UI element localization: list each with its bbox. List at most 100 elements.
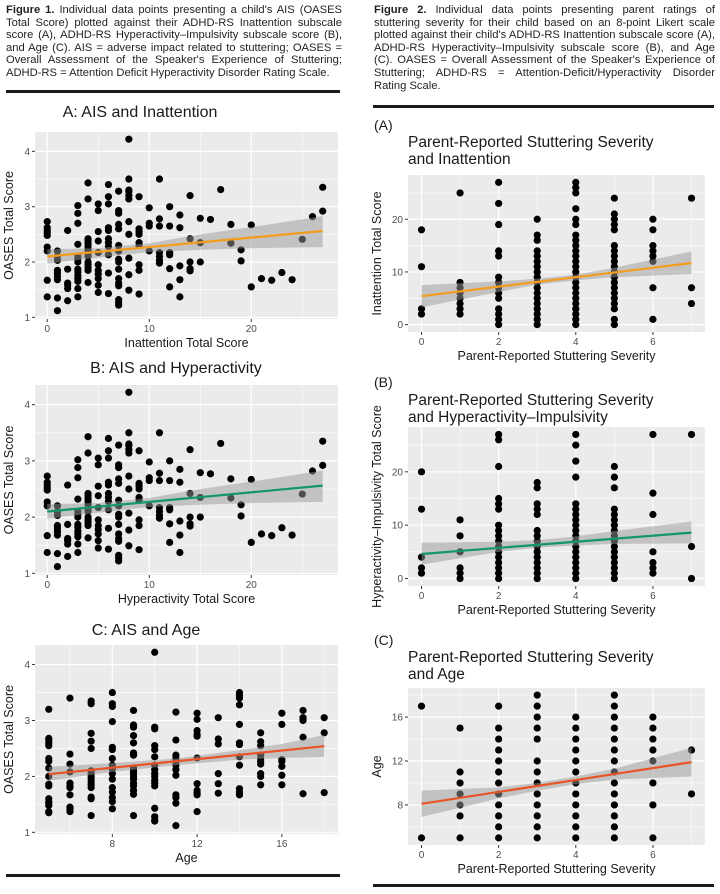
data-point bbox=[237, 257, 245, 265]
data-point bbox=[108, 745, 116, 754]
data-point bbox=[572, 184, 580, 192]
data-point bbox=[533, 526, 541, 535]
data-point bbox=[155, 175, 164, 183]
data-point bbox=[84, 179, 92, 187]
y-tick-label: 0 bbox=[397, 320, 403, 331]
data-point bbox=[572, 252, 580, 260]
data-point bbox=[495, 823, 503, 831]
data-point bbox=[166, 222, 174, 230]
data-point bbox=[610, 812, 618, 820]
data-point bbox=[533, 724, 541, 732]
data-point bbox=[320, 789, 328, 797]
data-point bbox=[104, 200, 113, 208]
data-point bbox=[206, 470, 215, 478]
data-point bbox=[104, 454, 113, 462]
data-point bbox=[74, 293, 82, 301]
data-point bbox=[456, 189, 464, 197]
data-point bbox=[64, 552, 72, 561]
data-point bbox=[610, 505, 618, 513]
data-point bbox=[176, 517, 184, 525]
plot-panel bbox=[408, 175, 705, 332]
data-point bbox=[495, 199, 503, 208]
data-point bbox=[533, 294, 541, 302]
x-axis-label: Hyperactivity Total Score bbox=[118, 592, 255, 606]
data-point bbox=[610, 215, 618, 223]
data-point bbox=[45, 782, 53, 790]
data-point bbox=[193, 715, 201, 723]
data-point bbox=[172, 822, 180, 830]
data-point bbox=[495, 526, 503, 535]
data-point bbox=[115, 282, 123, 290]
data-point bbox=[186, 446, 194, 454]
data-point bbox=[172, 794, 180, 802]
data-point bbox=[456, 516, 464, 524]
x-tick-label: 2 bbox=[496, 591, 502, 602]
data-point bbox=[129, 706, 138, 715]
data-point bbox=[495, 724, 503, 732]
data-point bbox=[125, 485, 133, 493]
data-point bbox=[417, 310, 426, 318]
data-point bbox=[495, 702, 503, 710]
data-point bbox=[74, 464, 82, 472]
chart-fig2A: (A)Parent-Reported Stuttering Severity an… bbox=[370, 117, 705, 363]
data-point bbox=[94, 275, 102, 283]
data-point bbox=[64, 540, 72, 548]
y-tick-label: 4 bbox=[24, 400, 30, 411]
data-point bbox=[687, 790, 696, 798]
data-point bbox=[610, 284, 618, 292]
data-point bbox=[495, 532, 503, 540]
data-point bbox=[145, 204, 153, 212]
chart-title-line: B: AIS and Hyperactivity bbox=[90, 360, 262, 377]
data-point bbox=[495, 735, 503, 743]
data-point bbox=[649, 746, 657, 754]
x-axis-label: Inattention Total Score bbox=[124, 336, 248, 350]
data-point bbox=[235, 761, 244, 769]
data-point bbox=[572, 564, 580, 572]
data-point bbox=[533, 801, 541, 809]
data-point bbox=[257, 275, 266, 283]
data-point bbox=[495, 812, 503, 820]
y-tick-label: 2 bbox=[24, 772, 30, 783]
data-point bbox=[610, 321, 618, 329]
x-axis-label: Parent-Reported Stuttering Severity bbox=[457, 862, 656, 876]
data-point bbox=[217, 439, 225, 448]
data-point bbox=[166, 506, 174, 514]
data-point bbox=[155, 514, 164, 522]
data-point bbox=[53, 562, 62, 571]
panel-tag: (A) bbox=[374, 117, 393, 133]
data-point bbox=[495, 801, 503, 809]
data-point bbox=[125, 218, 133, 226]
data-point bbox=[610, 299, 618, 308]
data-point bbox=[155, 215, 164, 223]
data-point bbox=[456, 299, 464, 308]
data-point bbox=[247, 221, 255, 229]
data-point bbox=[533, 484, 541, 492]
chart-fig1B: B: AIS and Hyperactivity 0 10 20 1 2 3 4 Hyperac… bbox=[2, 360, 338, 606]
data-point bbox=[217, 185, 225, 194]
data-point bbox=[176, 465, 184, 473]
data-point bbox=[155, 476, 164, 485]
data-point bbox=[572, 510, 580, 519]
data-point bbox=[610, 305, 618, 313]
y-tick-label: 1 bbox=[24, 313, 30, 324]
data-point bbox=[572, 521, 580, 529]
data-point bbox=[610, 294, 618, 302]
data-point bbox=[649, 801, 657, 809]
data-point bbox=[74, 277, 82, 285]
data-point bbox=[84, 266, 92, 274]
chart-title: C: AIS and Age bbox=[92, 622, 201, 639]
data-point bbox=[94, 237, 102, 245]
data-point bbox=[649, 569, 657, 577]
data-point bbox=[687, 284, 696, 292]
data-point bbox=[166, 251, 174, 259]
data-point bbox=[572, 473, 580, 481]
data-point bbox=[87, 700, 95, 708]
data-point bbox=[649, 510, 657, 519]
data-point bbox=[135, 230, 143, 238]
figure-1-caption: Figure 1. Individual data points present… bbox=[6, 4, 342, 80]
data-point bbox=[87, 729, 95, 737]
data-point bbox=[649, 284, 657, 292]
data-point bbox=[610, 257, 618, 266]
data-point bbox=[572, 299, 580, 308]
data-point bbox=[533, 691, 541, 699]
